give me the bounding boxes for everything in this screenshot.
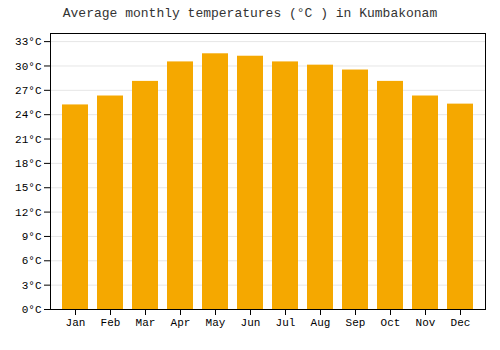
- svg-text:21°C: 21°C: [15, 134, 42, 146]
- svg-text:Jun: Jun: [241, 317, 261, 329]
- svg-text:Jan: Jan: [66, 317, 86, 329]
- svg-text:Sep: Sep: [346, 317, 366, 329]
- svg-text:33°C: 33°C: [15, 36, 42, 48]
- svg-text:Dec: Dec: [451, 317, 471, 329]
- svg-text:Feb: Feb: [101, 317, 121, 329]
- svg-text:Aug: Aug: [311, 317, 331, 329]
- svg-text:24°C: 24°C: [15, 109, 42, 121]
- svg-text:Nov: Nov: [416, 317, 436, 329]
- svg-text:Apr: Apr: [171, 317, 191, 329]
- svg-text:Oct: Oct: [381, 317, 401, 329]
- svg-text:27°C: 27°C: [15, 85, 42, 97]
- svg-text:12°C: 12°C: [15, 207, 42, 219]
- svg-text:15°C: 15°C: [15, 182, 42, 194]
- svg-text:Jul: Jul: [276, 317, 296, 329]
- svg-text:Mar: Mar: [136, 317, 156, 329]
- svg-text:May: May: [206, 317, 226, 329]
- html-text:Average monthly temperatures (: Average monthly temperatures (°C ) in Ku…: [62, 6, 438, 21]
- svg-text:3°C: 3°C: [22, 280, 42, 292]
- svg-text:18°C: 18°C: [15, 158, 42, 170]
- svg-text:0°C: 0°C: [22, 304, 42, 316]
- svg-text:9°C: 9°C: [22, 231, 42, 243]
- svg-text:30°C: 30°C: [15, 60, 42, 72]
- svg-text:6°C: 6°C: [22, 255, 42, 267]
